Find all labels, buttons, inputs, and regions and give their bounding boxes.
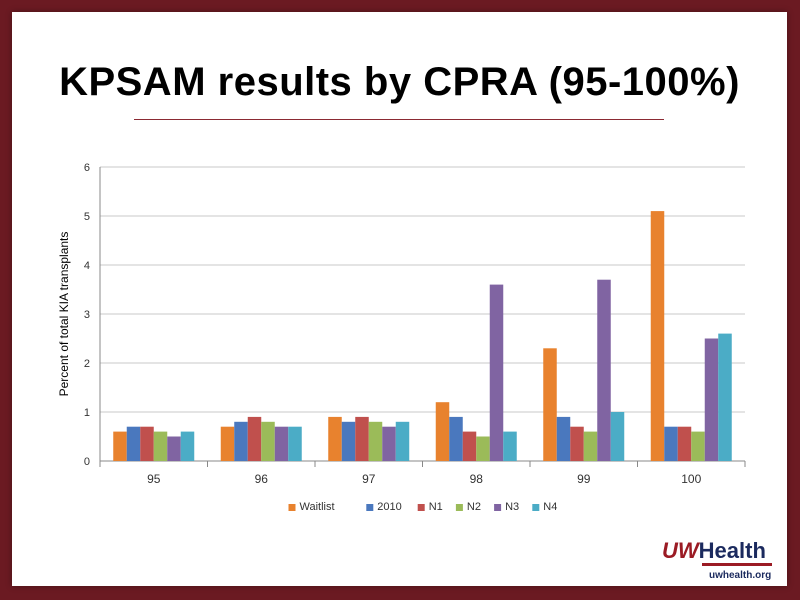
x-tick-label: 96 [255, 472, 269, 486]
bar-n1-95 [140, 426, 154, 461]
bar-n4-95 [180, 431, 195, 461]
legend-swatch-n3 [494, 504, 502, 511]
bar-chart: 0 1 2 3 4 5 6 95 96 97 98 99 100 Percent of total KIA… [57, 162, 746, 513]
x-tick-label: 97 [362, 472, 376, 486]
legend-label-2010: 2010 [377, 501, 401, 513]
bar-n3-95 [167, 436, 181, 461]
bar-n2-97 [368, 421, 383, 461]
bar-n1-99 [570, 426, 584, 461]
bar-n4-100 [718, 333, 732, 461]
bar-n3-96 [274, 426, 289, 461]
legend-swatch-n2 [455, 504, 463, 511]
legend-label-n3: N3 [505, 501, 519, 513]
y-tick-label: 2 [84, 358, 90, 370]
bar-waitlist-95 [113, 431, 127, 461]
bar-n3-97 [382, 426, 396, 461]
bar-2010-96 [234, 421, 248, 461]
y-axis-label: Percent of total KIA transplants [57, 232, 71, 397]
bar-n2-98 [476, 436, 490, 461]
legend-swatch-2010 [366, 504, 374, 511]
bar-n2-100 [691, 431, 705, 461]
bar-n3-99 [597, 279, 611, 461]
legend-label-n1: N1 [429, 501, 443, 513]
slide: KPSAM results by CPRA (95-100%) 0 1 2 3 4 5 6 9… [12, 12, 787, 586]
bar-n4-96 [288, 426, 302, 461]
bar-2010-98 [449, 416, 463, 461]
bar-n4-97 [395, 421, 410, 461]
bar-waitlist-96 [220, 426, 235, 461]
bar-waitlist-98 [435, 402, 450, 461]
bar-n2-95 [153, 431, 168, 461]
x-tick-label: 99 [577, 472, 591, 486]
y-tick-label: 1 [84, 407, 90, 419]
bar-2010-100 [664, 426, 678, 461]
bar-2010-97 [341, 421, 356, 461]
legend-swatch-n4 [532, 504, 540, 511]
bar-n4-99 [610, 412, 625, 461]
bar-waitlist-100 [650, 211, 665, 461]
bar-2010-99 [556, 416, 571, 461]
logo-url: uwhealth.org [709, 570, 772, 581]
page-title: KPSAM results by CPRA (95-100%) [59, 60, 740, 104]
y-tick-label: 3 [84, 309, 90, 321]
bar-n2-96 [261, 421, 275, 461]
bar-n1-97 [355, 416, 369, 461]
logo-wordmark: UWHealth [662, 539, 766, 563]
x-tick-label: 95 [147, 472, 161, 486]
bar-n3-100 [704, 338, 719, 461]
bar-n2-99 [583, 431, 598, 461]
logo-underline [702, 563, 772, 566]
logo-health: Health [698, 538, 766, 563]
bar-n3-98 [489, 284, 504, 461]
legend-swatch-waitlist [288, 504, 296, 511]
bar-n1-98 [462, 431, 477, 461]
y-tick-label: 0 [84, 456, 90, 468]
legend-label-n4: N4 [543, 501, 557, 513]
legend-swatch-n1 [417, 504, 425, 511]
bar-n4-98 [503, 431, 517, 461]
bar-n1-96 [247, 416, 262, 461]
bar-n1-100 [677, 426, 692, 461]
x-tick-label: 98 [470, 472, 484, 486]
title-divider [134, 119, 664, 120]
bar-waitlist-97 [328, 416, 342, 461]
x-tick-label: 100 [681, 472, 701, 486]
logo-uw: UW [662, 538, 699, 563]
legend-label-waitlist: Waitlist [300, 501, 335, 513]
bar-2010-95 [126, 426, 141, 461]
uwhealth-logo: UWHealth uwhealth.org [662, 539, 772, 585]
y-tick-label: 4 [84, 260, 90, 272]
y-tick-label: 5 [84, 211, 90, 223]
legend-label-n2: N2 [467, 501, 481, 513]
y-tick-label: 6 [84, 162, 90, 174]
bar-waitlist-99 [543, 348, 557, 461]
